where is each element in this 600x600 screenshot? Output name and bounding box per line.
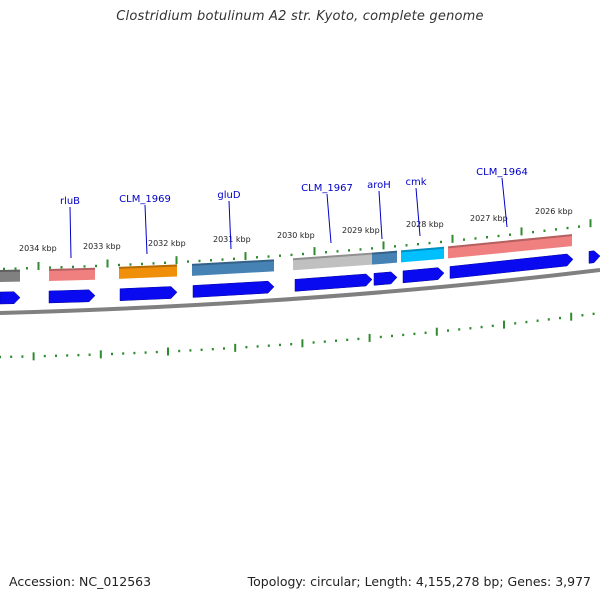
- feature-block: [192, 259, 274, 276]
- kbp-label: 2027 kbp: [470, 214, 508, 223]
- cds-arrow: [402, 267, 445, 284]
- cds-arrow: [48, 289, 96, 304]
- feature-block: [293, 252, 372, 271]
- kbp-label: 2031 kbp: [213, 235, 251, 244]
- gene-label-glud: gluD: [217, 190, 240, 201]
- gene-label-aroh: aroH: [367, 180, 391, 191]
- feature-edge: [447, 234, 573, 249]
- topology-text: Topology: circular; Length: 4,155,278 bp…: [247, 574, 591, 589]
- kbp-label: 2029 kbp: [342, 226, 380, 235]
- feature-edge: [292, 252, 373, 261]
- gene-label-leader: [144, 204, 148, 255]
- kbp-label: 2034 kbp: [19, 244, 57, 253]
- feature-block: [0, 269, 20, 282]
- feature-edge: [191, 259, 275, 266]
- gene-label-clm-1969: CLM_1969: [119, 194, 171, 205]
- cds-arrow: [119, 286, 178, 301]
- gene-label-leader: [378, 190, 383, 240]
- kbp-label: 2028 kbp: [406, 220, 444, 229]
- cds-arrow: [588, 250, 600, 264]
- feature-edge: [48, 267, 96, 271]
- kbp-label-layer: 2034 kbp 2033 kbp 2032 kbp 2031 kbp 2030…: [19, 207, 573, 253]
- gene-label-leader: [228, 200, 232, 250]
- feature-block: [372, 250, 397, 265]
- accession-text: Accession: NC_012563: [9, 574, 152, 589]
- gene-label-clm-1967: CLM_1967: [301, 183, 353, 194]
- kbp-label: 2032 kbp: [148, 239, 186, 248]
- gene-label-leader: [415, 187, 421, 237]
- cds-arrow: [373, 271, 398, 286]
- gene-label-rluB: rluB: [60, 196, 80, 207]
- outer-tick-track: [3, 219, 592, 271]
- gene-label-layer: rluB CLM_1969 gluD CLM_1967 aroH cmk CLM…: [60, 167, 528, 259]
- kbp-label: 2033 kbp: [83, 242, 121, 251]
- feature-block: [49, 267, 95, 281]
- gene-label-leader: [69, 206, 72, 259]
- feature-edge: [400, 246, 445, 253]
- genome-backbone: [0, 268, 600, 315]
- inner-tick-track: [0, 312, 595, 361]
- gene-label-leader: [501, 177, 508, 228]
- gene-label-leader: [326, 193, 332, 244]
- cds-arrow: [192, 280, 275, 298]
- kbp-label: 2030 kbp: [277, 231, 315, 240]
- map-title: Clostridium botulinum A2 str. Kyoto, com…: [116, 9, 484, 24]
- feature-block: [448, 234, 572, 259]
- feature-block: [119, 264, 177, 279]
- feature-edge: [371, 250, 398, 255]
- cds-arrow: [0, 291, 21, 305]
- cds-arrow: [294, 273, 373, 292]
- cds-track: [0, 250, 600, 305]
- gene-label-clm-1964: CLM_1964: [476, 167, 528, 178]
- feature-track: [0, 234, 573, 282]
- feature-edge: [118, 264, 178, 269]
- kbp-label: 2026 kbp: [535, 207, 573, 216]
- gene-label-cmk: cmk: [405, 177, 426, 188]
- feature-block: [401, 246, 444, 263]
- cds-arrow: [449, 253, 574, 279]
